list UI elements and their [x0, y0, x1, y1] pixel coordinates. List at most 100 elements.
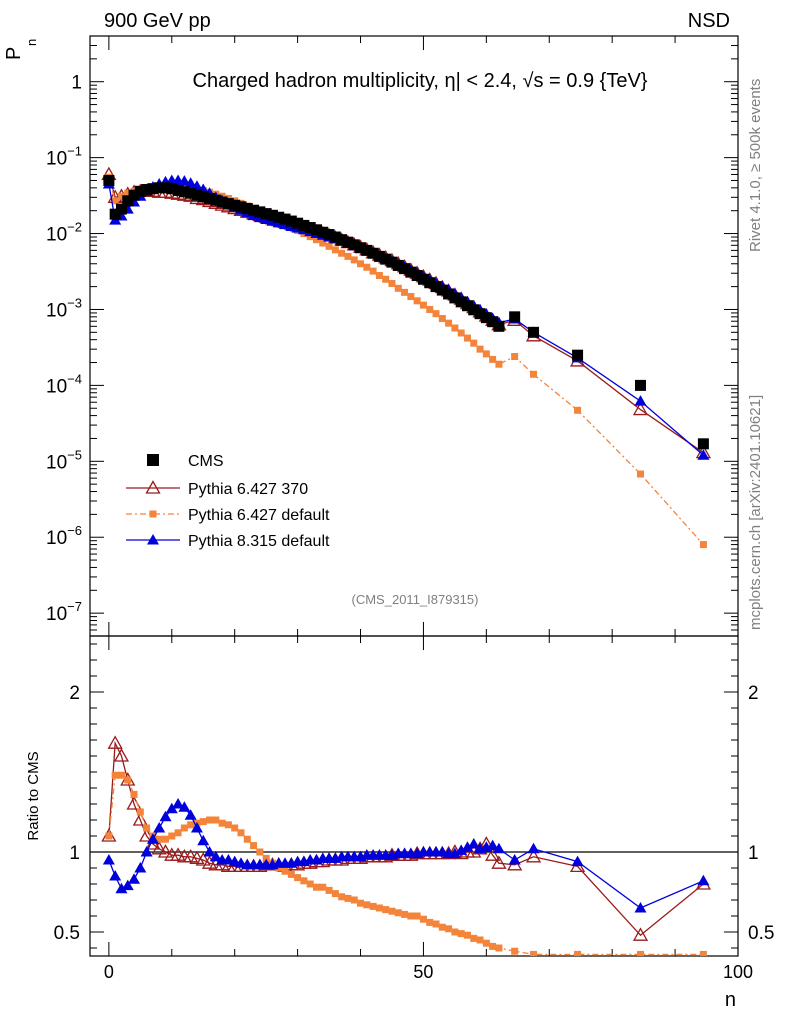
point [111, 771, 119, 779]
point [527, 842, 540, 854]
cms-point [254, 206, 266, 218]
y-tick-label-right: 2 [748, 683, 759, 704]
point [151, 840, 167, 855]
cms-point [443, 288, 455, 300]
point [117, 771, 125, 779]
cms-point [348, 239, 360, 251]
point [382, 275, 390, 283]
cms-point [411, 270, 423, 282]
point [117, 192, 125, 200]
cms-point [417, 273, 429, 285]
point [250, 842, 258, 850]
legend-entry: Pythia 6.427 default [126, 507, 330, 524]
point [350, 256, 358, 264]
point [105, 832, 113, 840]
cms-point [480, 312, 492, 324]
cms-point [222, 198, 234, 210]
point [218, 819, 226, 827]
point [128, 873, 141, 884]
point [124, 189, 132, 197]
analysis-tag: (CMS_2011_I879315) [352, 592, 479, 607]
point [155, 835, 163, 843]
cms-point [122, 195, 134, 207]
point [401, 288, 409, 296]
cms-point [216, 196, 228, 208]
cms-point [323, 229, 335, 241]
cms-point [572, 349, 584, 361]
point [382, 906, 390, 914]
point [140, 846, 153, 857]
point [451, 928, 459, 936]
header-right: NSD [688, 10, 730, 32]
point [636, 470, 644, 478]
main-title: Charged hadron multiplicity, η| < 2.4, √… [193, 70, 648, 92]
point [482, 350, 490, 358]
bottom-panel-frame [89, 635, 739, 957]
cms-point [373, 250, 385, 262]
x-tick-label: 0 [104, 962, 114, 982]
point [111, 197, 119, 205]
point [180, 824, 188, 832]
cms-point [367, 247, 379, 259]
cms-point [310, 224, 322, 236]
ratio-line-0 [108, 740, 704, 937]
point [199, 818, 207, 826]
cms-point [178, 186, 190, 198]
point [206, 816, 214, 824]
x-label: n [725, 989, 736, 1011]
point [178, 801, 191, 812]
point [275, 864, 283, 872]
cms-point [159, 182, 171, 194]
x-tick-label: 50 [413, 962, 433, 982]
point [319, 883, 327, 891]
point [300, 877, 308, 885]
point [574, 406, 582, 414]
point [107, 735, 123, 749]
point [184, 809, 197, 820]
point [369, 902, 377, 910]
legend-label: Pythia 8.315 default [188, 533, 330, 550]
y-tick-label-right: 0.5 [748, 923, 774, 944]
cms-point [115, 203, 127, 215]
point [338, 893, 346, 901]
point [190, 822, 203, 833]
point [145, 480, 161, 494]
point [136, 808, 144, 816]
point [281, 867, 289, 875]
legend-label: Pythia 6.427 370 [188, 481, 308, 498]
legend: CMS Pythia 6.427 370 Pythia 6.427 default P… [126, 453, 330, 550]
cms-point [380, 253, 392, 265]
y-tick-label: 1 [69, 843, 80, 864]
point [455, 844, 468, 855]
point [325, 886, 333, 894]
point [109, 870, 122, 881]
top-series [101, 166, 712, 549]
point [482, 939, 490, 947]
cms-point [292, 217, 304, 229]
point [331, 890, 339, 898]
point [256, 848, 264, 856]
cms-point [424, 277, 436, 289]
cms-point [248, 204, 260, 216]
point [184, 177, 197, 188]
point [363, 901, 371, 909]
cms-point [298, 219, 310, 231]
point [165, 802, 178, 814]
cms-point [134, 185, 146, 197]
x-tick-label: 100 [723, 962, 753, 982]
point [508, 854, 521, 865]
cms-point [235, 201, 247, 213]
cms-point [147, 183, 159, 195]
cms-point [172, 184, 184, 196]
point [147, 534, 159, 545]
cms-point [260, 208, 272, 220]
cms-point [191, 189, 203, 201]
point [149, 510, 157, 518]
y-tick-label: 10−4 [46, 371, 82, 397]
point [363, 263, 371, 271]
cms-point [336, 234, 348, 246]
cms-point [386, 256, 398, 268]
point [426, 918, 434, 926]
series-layer [101, 166, 712, 956]
